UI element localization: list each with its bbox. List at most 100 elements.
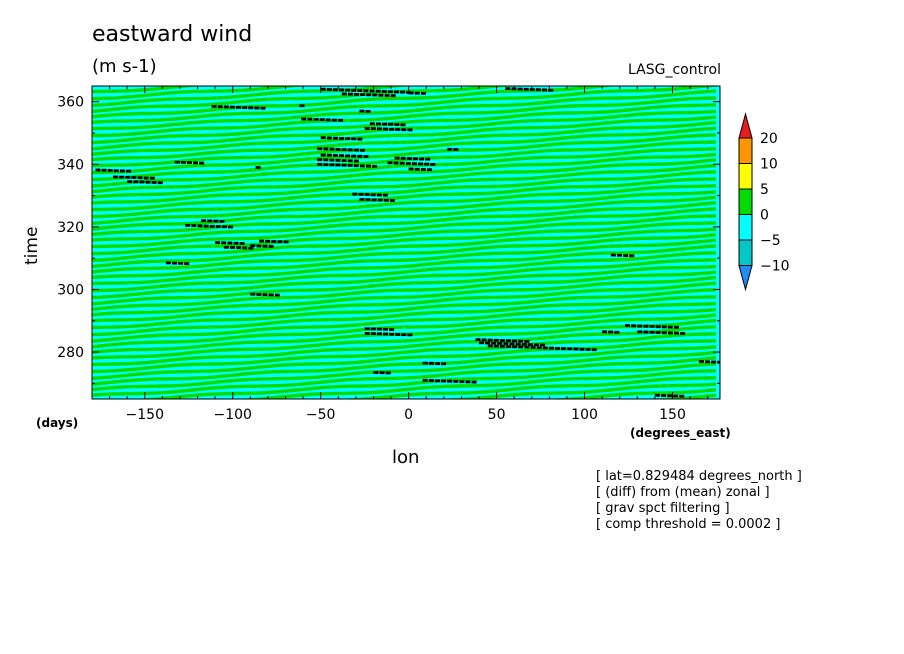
wind-band bbox=[92, 86, 109, 87]
threshold-marker bbox=[481, 338, 487, 342]
threshold-marker bbox=[186, 161, 192, 164]
colorbar-segment bbox=[738, 137, 753, 164]
threshold-marker bbox=[178, 262, 184, 265]
threshold-marker bbox=[365, 110, 371, 113]
wind-band bbox=[92, 31, 716, 69]
wind-band bbox=[92, 201, 717, 242]
threshold-marker bbox=[422, 361, 428, 365]
threshold-marker bbox=[387, 161, 393, 165]
wind-band bbox=[92, 244, 717, 286]
threshold-marker bbox=[256, 293, 262, 296]
threshold-marker bbox=[401, 333, 407, 337]
chart-units: (m s-1) bbox=[92, 56, 157, 77]
threshold-marker bbox=[347, 164, 353, 167]
threshold-marker bbox=[383, 327, 388, 331]
threshold-marker bbox=[242, 106, 248, 109]
threshold-marker bbox=[221, 241, 227, 245]
wind-band bbox=[92, 163, 717, 205]
threshold-marker bbox=[203, 224, 209, 228]
wind-band bbox=[92, 120, 717, 162]
wind-band bbox=[92, 115, 717, 156]
threshold-marker bbox=[151, 181, 157, 184]
threshold-marker bbox=[131, 176, 137, 179]
threshold-marker bbox=[217, 105, 223, 109]
threshold-marker bbox=[499, 339, 505, 342]
threshold-marker bbox=[591, 348, 597, 352]
threshold-marker bbox=[370, 332, 376, 335]
wind-band bbox=[92, 195, 717, 237]
threshold-marker bbox=[268, 245, 274, 248]
note-filter: [ grav spct filtering ] bbox=[596, 501, 730, 516]
threshold-marker bbox=[268, 293, 274, 297]
wind-band bbox=[92, 214, 717, 256]
wind-band bbox=[92, 170, 717, 212]
threshold-marker bbox=[394, 123, 400, 126]
wind-band bbox=[92, 275, 717, 317]
run-label: LASG_control bbox=[628, 62, 721, 78]
threshold-marker bbox=[637, 330, 643, 334]
colorbar-label: 5 bbox=[760, 182, 769, 198]
y-tick-label: 360 bbox=[57, 95, 84, 111]
y-tick-label: 280 bbox=[57, 345, 84, 361]
threshold-marker bbox=[157, 181, 163, 185]
threshold-marker bbox=[351, 137, 357, 141]
threshold-marker bbox=[376, 332, 382, 336]
threshold-marker bbox=[366, 93, 372, 97]
threshold-marker bbox=[406, 157, 412, 160]
threshold-marker bbox=[317, 162, 323, 166]
threshold-marker bbox=[447, 147, 453, 151]
threshold-marker bbox=[101, 168, 107, 172]
y-tick-label: 300 bbox=[57, 282, 84, 298]
wind-band bbox=[92, 251, 717, 293]
threshold-marker bbox=[326, 88, 332, 91]
threshold-marker bbox=[353, 148, 359, 152]
threshold-marker bbox=[185, 224, 191, 227]
threshold-marker bbox=[345, 154, 351, 158]
threshold-marker bbox=[184, 262, 190, 265]
threshold-marker bbox=[384, 94, 390, 97]
wind-band bbox=[92, 86, 417, 108]
threshold-marker bbox=[360, 93, 366, 96]
threshold-marker bbox=[673, 394, 679, 398]
threshold-marker bbox=[341, 163, 347, 167]
threshold-marker bbox=[420, 168, 426, 171]
colorbar-label: 0 bbox=[760, 208, 769, 224]
threshold-marker bbox=[500, 344, 505, 348]
x-axis-label: lon bbox=[392, 447, 420, 468]
threshold-marker bbox=[228, 225, 233, 229]
threshold-marker bbox=[623, 254, 629, 257]
wind-band bbox=[92, 325, 717, 367]
threshold-marker bbox=[364, 327, 370, 331]
threshold-marker bbox=[255, 166, 261, 169]
threshold-marker bbox=[400, 90, 406, 94]
threshold-marker bbox=[388, 122, 394, 126]
colorbar-segment bbox=[738, 239, 753, 266]
threshold-marker bbox=[126, 169, 132, 173]
threshold-marker bbox=[378, 93, 384, 97]
wind-band bbox=[227, 369, 717, 399]
threshold-marker bbox=[400, 123, 406, 127]
threshold-marker bbox=[561, 347, 567, 350]
threshold-marker bbox=[335, 163, 341, 167]
threshold-marker bbox=[363, 89, 369, 93]
threshold-marker bbox=[357, 137, 363, 141]
threshold-marker bbox=[422, 378, 428, 382]
threshold-marker bbox=[617, 253, 622, 257]
threshold-marker bbox=[408, 91, 414, 95]
threshold-marker bbox=[382, 122, 388, 126]
plot-frame bbox=[91, 85, 721, 400]
threshold-marker bbox=[260, 106, 266, 110]
threshold-marker bbox=[390, 94, 396, 98]
wind-band bbox=[92, 86, 717, 125]
threshold-marker bbox=[631, 324, 637, 328]
wind-band bbox=[92, 207, 717, 249]
threshold-marker bbox=[381, 90, 387, 93]
threshold-marker bbox=[221, 225, 227, 229]
threshold-marker bbox=[339, 154, 344, 157]
wind-band bbox=[92, 86, 623, 119]
threshold-marker bbox=[277, 240, 283, 244]
wind-band bbox=[92, 295, 717, 337]
threshold-marker bbox=[428, 361, 434, 365]
threshold-marker bbox=[262, 293, 268, 297]
threshold-marker bbox=[250, 292, 256, 296]
